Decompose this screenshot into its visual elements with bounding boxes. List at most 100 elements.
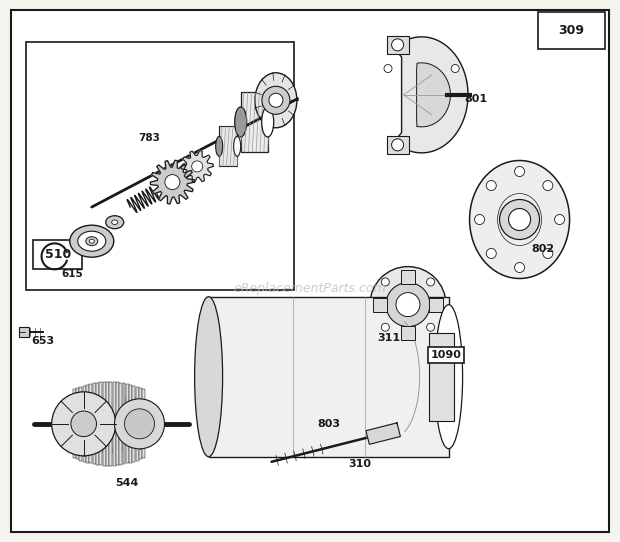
Bar xyxy=(139,388,142,460)
Bar xyxy=(73,389,76,459)
Bar xyxy=(401,326,415,340)
Bar xyxy=(83,386,86,462)
Text: 783: 783 xyxy=(138,133,160,143)
Bar xyxy=(106,382,109,466)
Bar xyxy=(241,92,268,152)
Ellipse shape xyxy=(112,220,118,224)
Circle shape xyxy=(500,199,539,240)
Ellipse shape xyxy=(216,137,223,156)
Bar xyxy=(373,298,387,312)
Bar xyxy=(208,296,449,457)
Circle shape xyxy=(515,166,525,177)
Circle shape xyxy=(262,86,290,114)
Bar xyxy=(136,387,139,461)
Text: eReplacementParts.com: eReplacementParts.com xyxy=(234,282,386,295)
Polygon shape xyxy=(417,63,450,127)
Bar xyxy=(113,382,115,466)
Ellipse shape xyxy=(247,104,262,140)
Circle shape xyxy=(392,39,404,51)
Bar xyxy=(79,387,82,461)
Circle shape xyxy=(508,209,531,230)
Circle shape xyxy=(451,64,459,73)
Circle shape xyxy=(543,180,553,191)
Text: 310: 310 xyxy=(348,460,371,469)
Polygon shape xyxy=(381,423,399,434)
Circle shape xyxy=(486,248,496,259)
Bar xyxy=(126,384,129,463)
Circle shape xyxy=(386,282,430,327)
Text: 801: 801 xyxy=(464,94,488,104)
Text: 1090: 1090 xyxy=(430,350,461,360)
Polygon shape xyxy=(394,37,468,153)
Bar xyxy=(26,42,294,290)
Bar xyxy=(103,382,105,466)
Circle shape xyxy=(125,409,154,439)
Bar xyxy=(143,389,145,459)
Ellipse shape xyxy=(105,216,124,229)
Text: 653: 653 xyxy=(31,337,54,346)
Text: 803: 803 xyxy=(317,419,340,429)
Circle shape xyxy=(392,139,404,151)
Circle shape xyxy=(370,267,446,343)
Ellipse shape xyxy=(78,231,106,251)
Bar xyxy=(133,386,135,462)
Bar xyxy=(538,12,605,49)
Circle shape xyxy=(51,392,116,456)
Circle shape xyxy=(515,262,525,273)
Bar xyxy=(89,384,92,463)
Ellipse shape xyxy=(89,239,94,243)
Bar xyxy=(116,382,119,466)
Bar xyxy=(401,269,415,283)
Circle shape xyxy=(396,293,420,317)
Circle shape xyxy=(71,411,97,437)
Bar xyxy=(93,384,95,464)
Bar xyxy=(109,382,112,466)
Polygon shape xyxy=(366,423,401,444)
Text: 311: 311 xyxy=(377,333,401,343)
Ellipse shape xyxy=(255,73,297,128)
Text: 615: 615 xyxy=(61,269,83,279)
Circle shape xyxy=(427,323,435,331)
Circle shape xyxy=(554,215,565,224)
Ellipse shape xyxy=(235,107,247,137)
Circle shape xyxy=(384,64,392,73)
Ellipse shape xyxy=(86,237,98,246)
Circle shape xyxy=(115,399,164,449)
Bar xyxy=(129,385,132,462)
Polygon shape xyxy=(181,151,213,182)
Circle shape xyxy=(269,93,283,107)
Bar xyxy=(387,36,409,54)
Polygon shape xyxy=(151,160,194,204)
Text: 544: 544 xyxy=(115,479,139,488)
Ellipse shape xyxy=(469,160,570,279)
Polygon shape xyxy=(366,427,383,437)
Circle shape xyxy=(192,161,203,172)
Ellipse shape xyxy=(435,305,463,449)
Bar xyxy=(219,126,237,166)
Ellipse shape xyxy=(234,137,241,156)
Ellipse shape xyxy=(70,225,113,257)
Ellipse shape xyxy=(195,296,223,457)
Circle shape xyxy=(427,278,435,286)
Bar xyxy=(19,327,29,337)
Bar xyxy=(76,388,79,460)
Bar xyxy=(96,383,99,465)
Bar xyxy=(387,136,409,154)
Text: 802: 802 xyxy=(531,244,555,254)
Bar xyxy=(428,333,454,421)
Circle shape xyxy=(381,323,389,331)
Circle shape xyxy=(543,248,553,259)
Text: 309: 309 xyxy=(559,24,585,37)
Circle shape xyxy=(486,180,496,191)
Circle shape xyxy=(381,278,389,286)
Text: 510: 510 xyxy=(45,248,71,261)
Bar xyxy=(119,383,122,465)
Bar xyxy=(99,382,102,466)
Bar xyxy=(86,385,89,462)
Circle shape xyxy=(165,175,180,190)
Bar xyxy=(33,240,82,269)
Bar xyxy=(429,298,443,312)
Bar xyxy=(123,384,125,464)
Circle shape xyxy=(474,215,485,224)
Ellipse shape xyxy=(262,107,273,137)
